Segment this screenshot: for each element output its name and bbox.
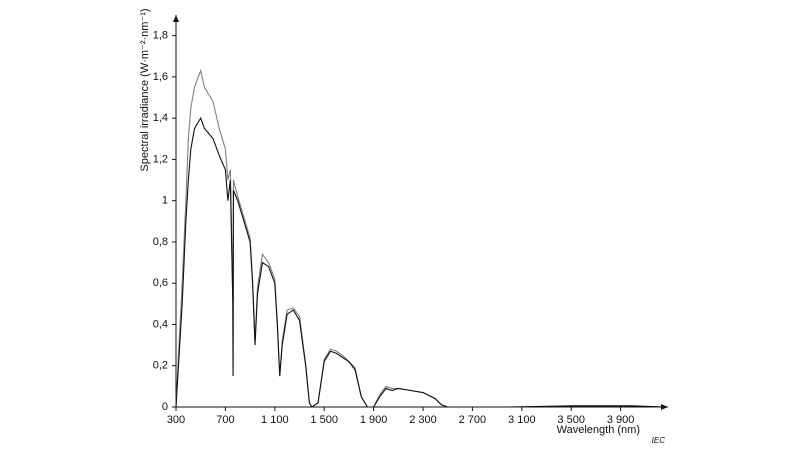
annotation: IEC bbox=[652, 436, 666, 445]
x-axis-label: Wavelength (nm) bbox=[557, 424, 640, 436]
y-tick-label: 0,4 bbox=[153, 318, 168, 330]
x-tick-label: 3 100 bbox=[508, 414, 536, 426]
x-tick-label: 300 bbox=[167, 414, 185, 426]
y-tick-label: 1,4 bbox=[153, 112, 168, 124]
y-tick-label: 0,6 bbox=[153, 277, 168, 289]
y-axis-arrow bbox=[173, 15, 179, 22]
x-tick-label: 2 300 bbox=[409, 414, 437, 426]
y-tick-label: 1,8 bbox=[153, 30, 168, 42]
x-tick-label: 2 700 bbox=[459, 414, 487, 426]
series-line bbox=[175, 116, 664, 408]
x-tick-label: 3 500 bbox=[557, 414, 585, 426]
x-axis-arrow bbox=[661, 404, 668, 410]
y-tick-label: 0 bbox=[162, 401, 168, 413]
y-tick-label: 1,6 bbox=[153, 71, 168, 83]
x-tick-label: 1 900 bbox=[360, 414, 388, 426]
y-tick-label: 0,8 bbox=[153, 236, 168, 248]
y-axis-label: Spectral irradiance (W·m⁻²·nm⁻¹) bbox=[139, 8, 151, 171]
y-tick-label: 1,2 bbox=[153, 153, 168, 165]
x-tick-label: 3 900 bbox=[607, 414, 635, 426]
x-tick-label: 1 100 bbox=[261, 414, 289, 426]
y-tick-label: 1 bbox=[162, 195, 168, 207]
y-tick-label: 0,2 bbox=[153, 360, 168, 372]
x-tick-label: 700 bbox=[216, 414, 234, 426]
x-tick-label: 1 500 bbox=[310, 414, 338, 426]
